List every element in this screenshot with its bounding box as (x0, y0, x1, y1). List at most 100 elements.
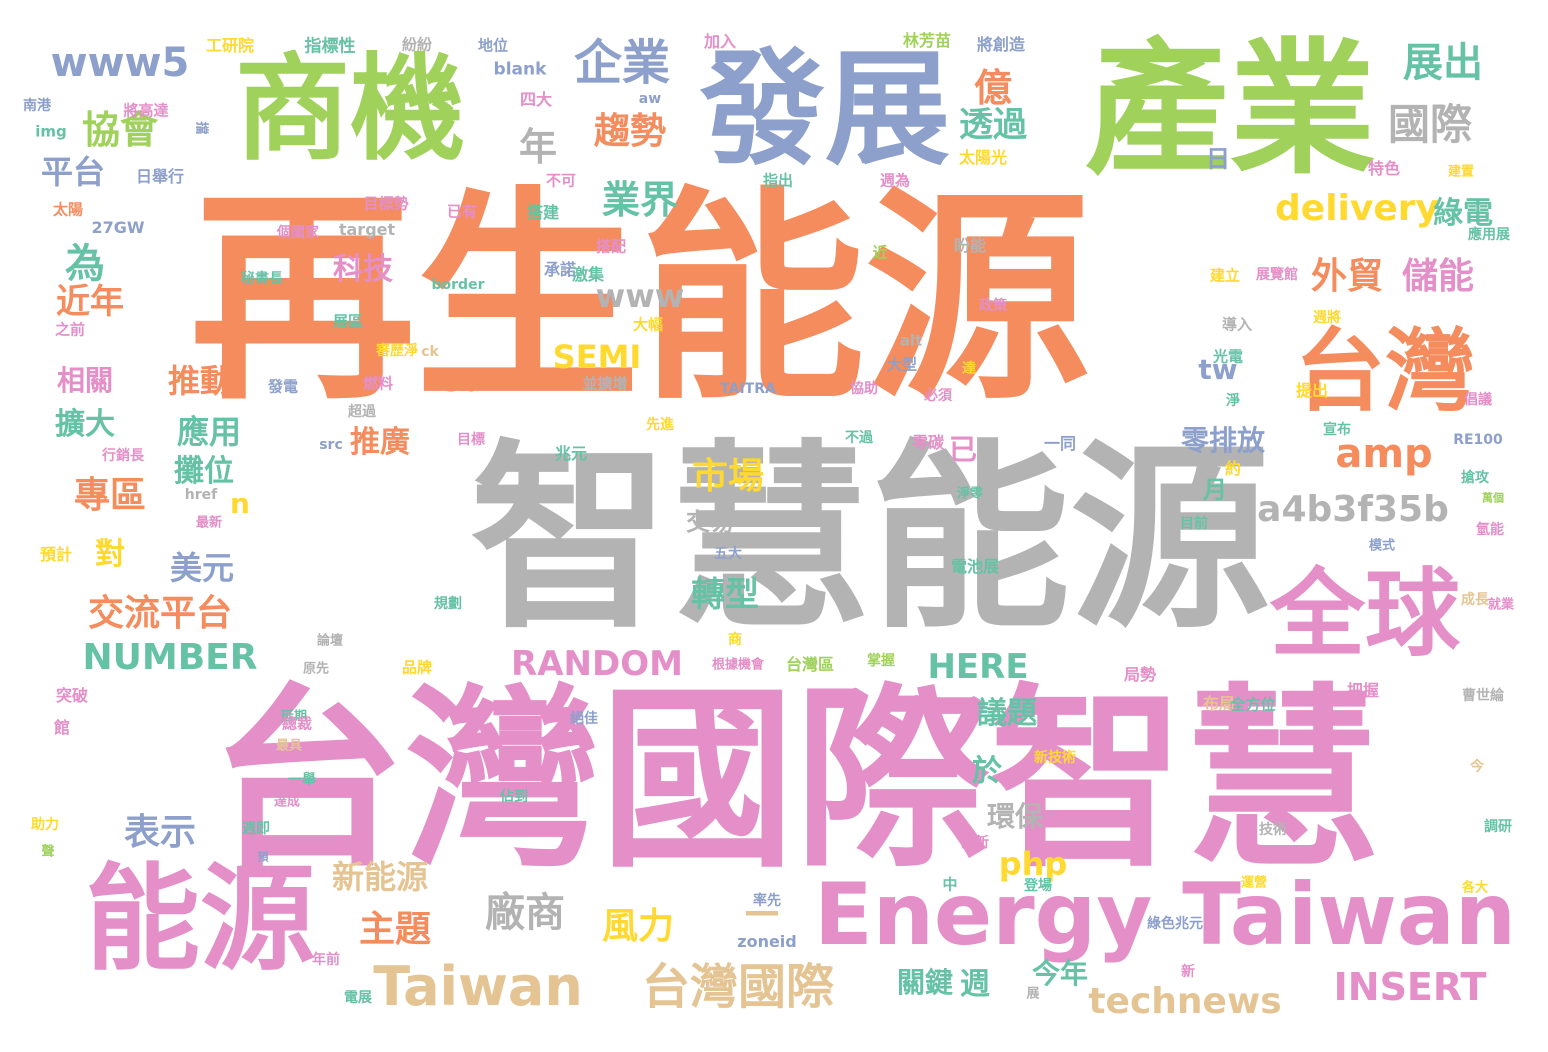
cloud-word: 目標 (457, 432, 485, 448)
cloud-word: 台灣國際智慧 (210, 666, 1380, 894)
cloud-word: 約 (1224, 459, 1242, 478)
cloud-word: 應用展 (1468, 227, 1510, 243)
cloud-word: 品牌 (401, 658, 433, 677)
cloud-word: 一舉 (288, 772, 316, 788)
cloud-word: 率先 (753, 893, 781, 909)
cloud-word: 燃料 (362, 374, 394, 393)
cloud-word: 議題 (977, 696, 1037, 731)
cloud-word: 搭配 (595, 237, 627, 256)
cloud-word: 預計 (39, 545, 73, 564)
cloud-word: 交易 (686, 508, 734, 536)
cloud-word: 新能源 (331, 858, 429, 896)
cloud-word: aw (638, 91, 662, 107)
cloud-word: 指出 (762, 171, 794, 190)
cloud-word: www5 (50, 40, 190, 86)
cloud-word: 能源 (84, 852, 316, 987)
cloud-word: Taiwan (373, 955, 583, 1018)
cloud-word: 儲能 (1401, 256, 1475, 297)
cloud-word: 對 (95, 537, 125, 572)
cloud-word: cb (440, 364, 480, 399)
cloud-word: 綠色兆元 (1147, 916, 1203, 932)
cloud-word: — (744, 891, 780, 932)
cloud-word: 絕佳 (570, 711, 598, 727)
cloud-word: 行銷長 (102, 448, 144, 464)
cloud-word: 激集 (571, 265, 605, 284)
cloud-word: 搶攻 (1461, 470, 1489, 486)
cloud-word: 週即 (242, 821, 270, 837)
cloud-word: www (595, 277, 685, 315)
cloud-word: 助力 (31, 817, 59, 833)
cloud-word: 月 (1203, 476, 1227, 504)
cloud-word: 週 (960, 967, 990, 1002)
cloud-word: 全新 (961, 835, 989, 851)
cloud-word: 關鍵 (896, 966, 954, 999)
cloud-word: 近 (872, 243, 888, 262)
cloud-word: NUMBER (82, 637, 258, 678)
cloud-word: 相關 (56, 364, 114, 397)
cloud-word: 為 (65, 241, 105, 287)
cloud-word: php (998, 845, 1068, 883)
cloud-word: 全方位 (1230, 695, 1276, 714)
cloud-word: 各大 (1461, 880, 1489, 896)
cloud-word: 倡議 (1464, 392, 1492, 408)
cloud-word: 今 (1470, 759, 1484, 775)
cloud-word: border (431, 277, 485, 293)
cloud-word: 綠電 (1433, 196, 1493, 231)
cloud-word: 淨零 (956, 486, 984, 502)
cloud-word: 運營 (1240, 875, 1268, 891)
cloud-word: 光電 (1212, 347, 1244, 366)
cloud-word: 台灣 (1295, 319, 1475, 424)
cloud-word: 大型 (886, 355, 918, 374)
cloud-word: alt (899, 331, 923, 350)
cloud-word: 掌握 (867, 653, 895, 669)
cloud-word: 日舉行 (135, 167, 185, 186)
cloud-word: 今年 (1031, 957, 1089, 990)
cloud-word: 達成 (273, 794, 301, 810)
cloud-word: 盼能 (953, 236, 987, 255)
cloud-word: 已 (948, 433, 978, 466)
cloud-word: INSERT (1333, 965, 1487, 1009)
cloud-word: 轉型 (691, 575, 759, 615)
cloud-word: 兆元 (554, 444, 588, 463)
cloud-word: 攤位 (174, 454, 234, 489)
cloud-word: 總裁 (281, 714, 313, 733)
cloud-word: 再生能源 (190, 168, 1090, 431)
cloud-word: 美元 (169, 549, 235, 587)
cloud-word: 發電 (267, 377, 299, 396)
cloud-word: 業界 (601, 178, 679, 222)
cloud-word: 局勢 (1123, 665, 1157, 684)
cloud-word: n (230, 487, 250, 520)
cloud-word: 新 (1181, 964, 1195, 980)
cloud-word: 將高達 (123, 101, 169, 120)
cloud-word: 透過 (959, 105, 1027, 145)
cloud-word: delivery (1275, 188, 1439, 229)
cloud-word: 大幅 (632, 315, 664, 334)
cloud-word: 全球 (1269, 559, 1461, 670)
cloud-word: 科技 (333, 252, 393, 287)
cloud-word: 已有 (446, 202, 478, 221)
cloud-word: 館 (53, 718, 71, 737)
cloud-word: 指標性 (304, 36, 356, 57)
cloud-word: 個國家 (277, 225, 319, 241)
cloud-word: 最具 (275, 738, 303, 754)
cloud-word: 年 (518, 125, 558, 169)
cloud-word: 將創造 (976, 35, 1026, 54)
cloud-word: 必須 (924, 388, 952, 404)
cloud-word: 不可 (545, 171, 577, 190)
cloud-word: 應用 (176, 413, 242, 451)
cloud-word: 表示 (123, 812, 197, 853)
cloud-word: 地位 (477, 36, 509, 55)
cloud-word: 規劃 (434, 596, 462, 612)
cloud-word: 秘書長 (241, 271, 283, 287)
cloud-word: 曹世綸 (1462, 688, 1504, 704)
cloud-word: 建置 (1447, 164, 1475, 180)
cloud-word: 特色 (1367, 159, 1401, 178)
cloud-word: HERE (927, 647, 1029, 687)
cloud-word: 零排放 (1180, 424, 1266, 457)
cloud-word: 氫能 (1476, 522, 1504, 538)
cloud-word: 交流平台 (87, 593, 233, 634)
cloud-word: 日 (1206, 145, 1230, 173)
cloud-word: 四大 (519, 90, 553, 109)
cloud-word: 加入 (703, 32, 737, 51)
cloud-word: 電展 (344, 990, 372, 1006)
